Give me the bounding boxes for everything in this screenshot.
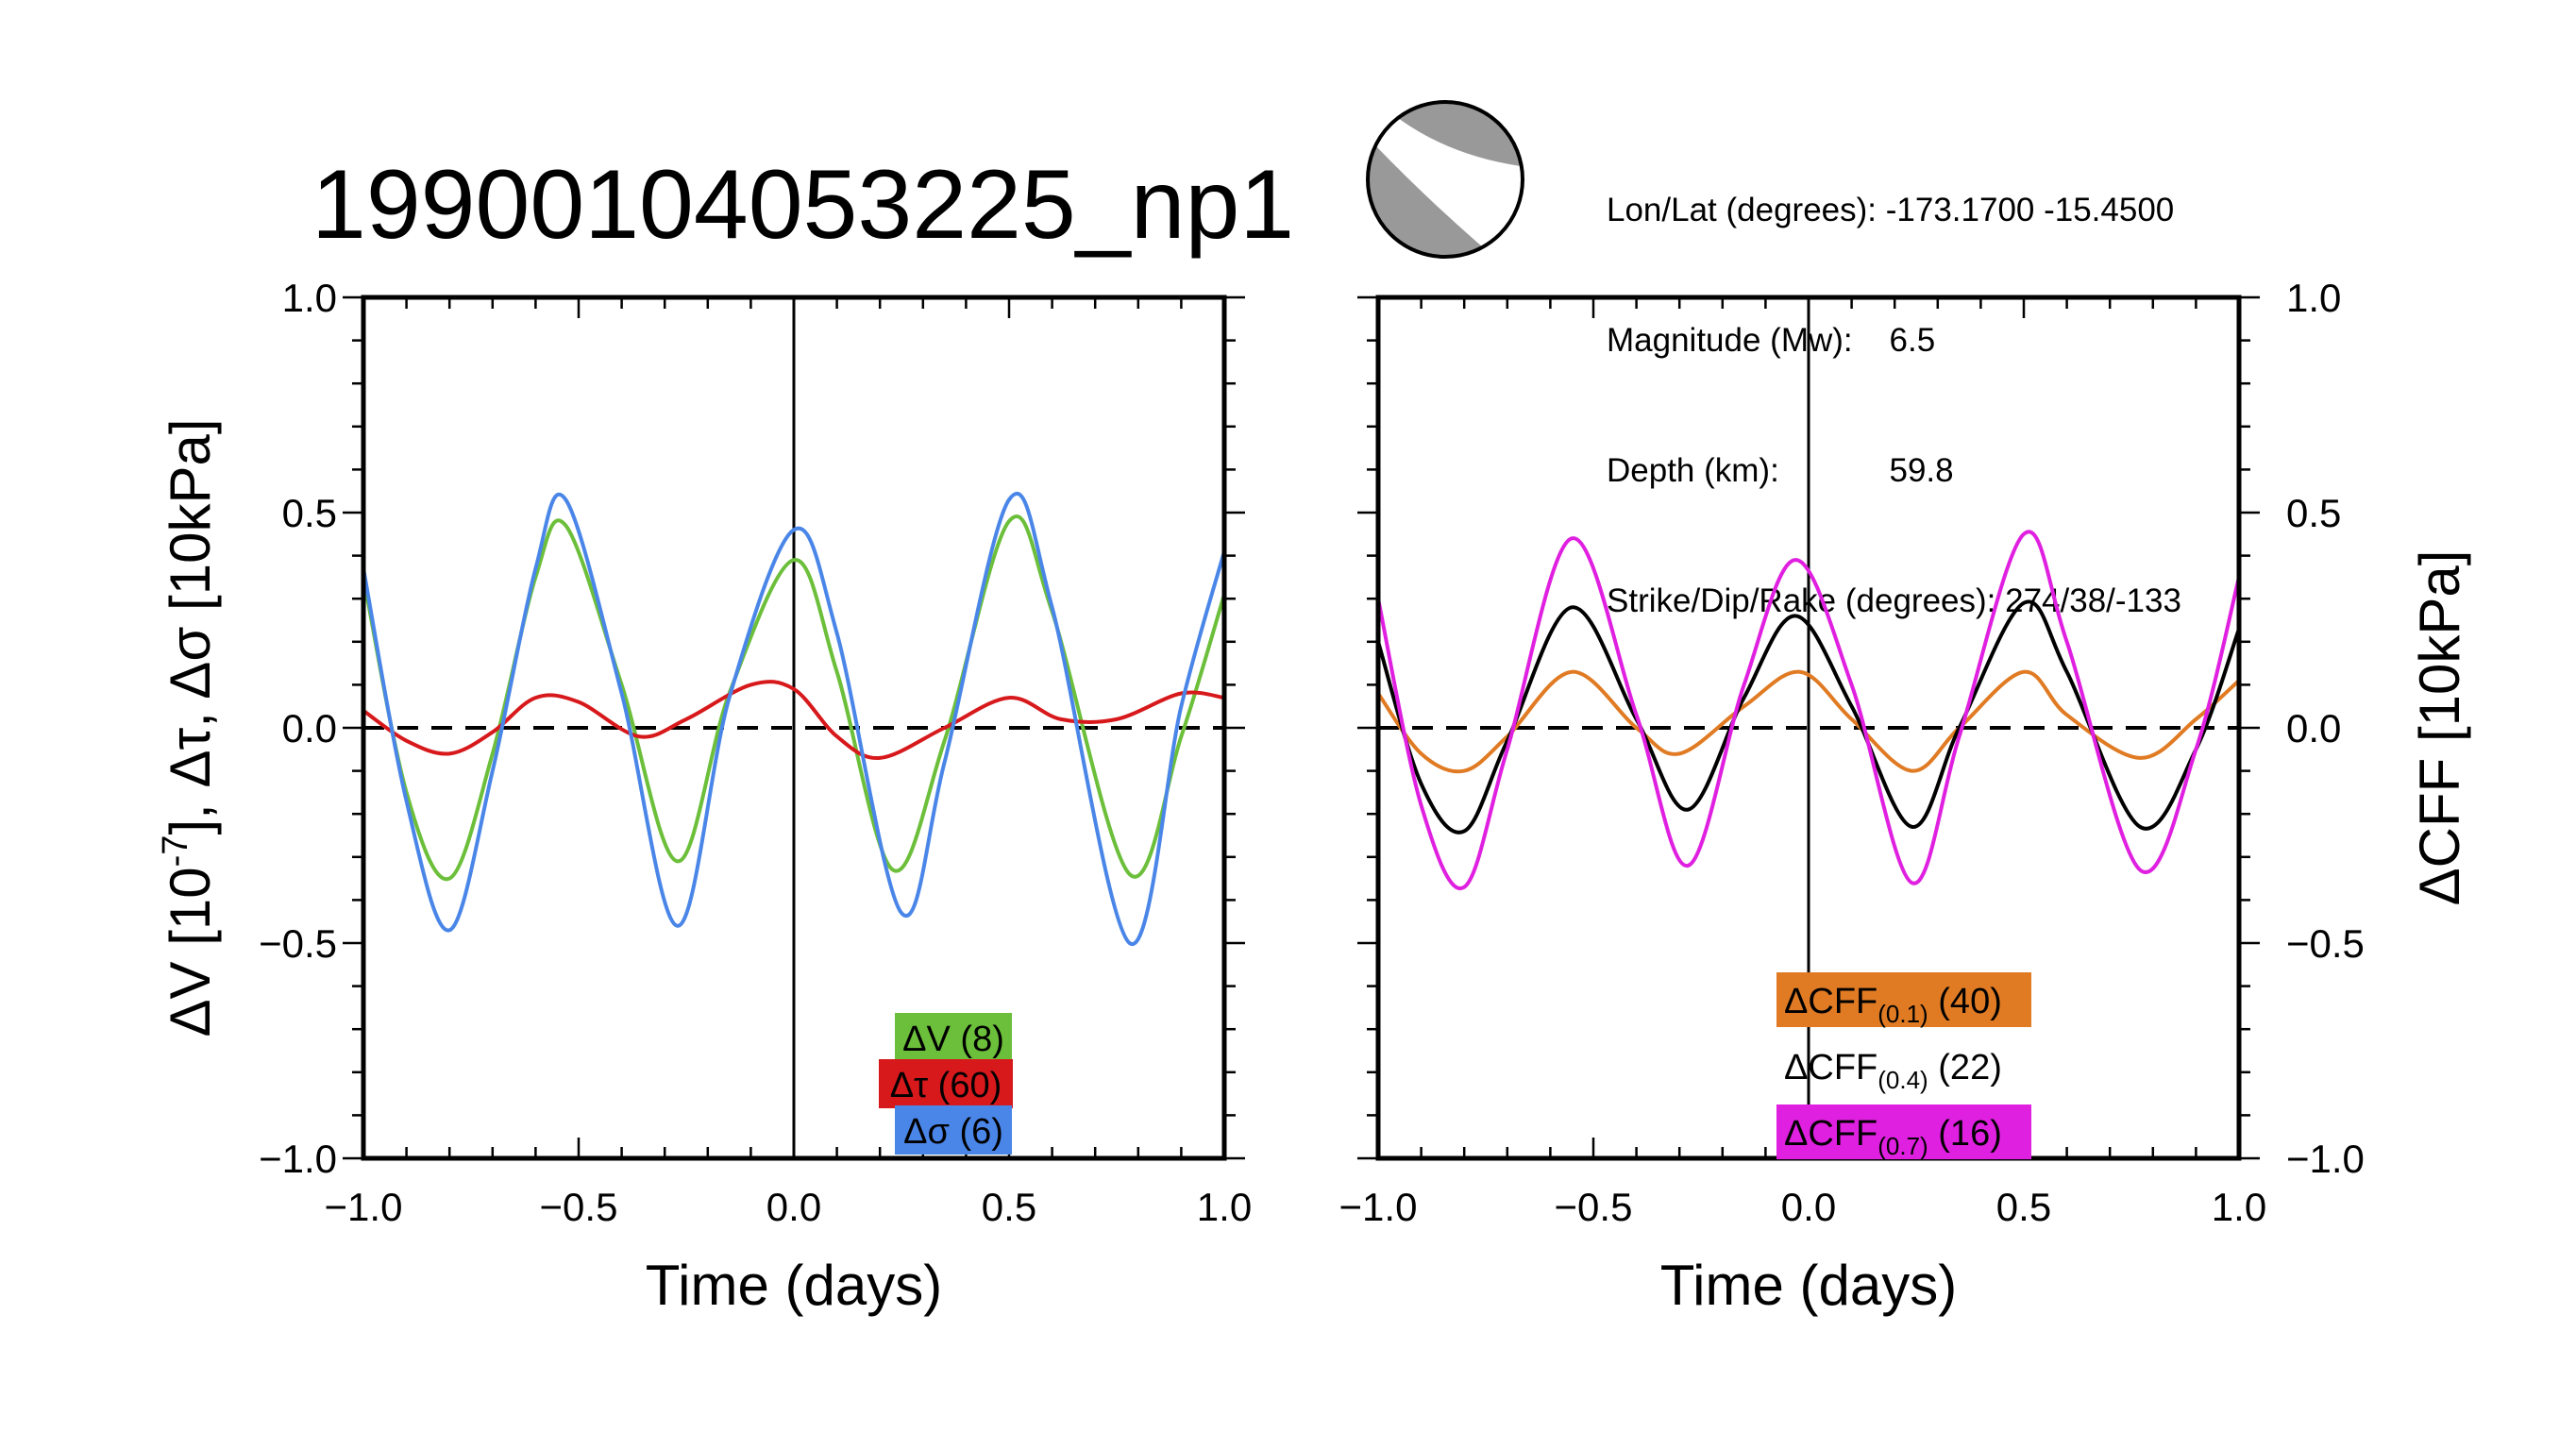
y-label-part: ΔV [10 <box>159 867 222 1037</box>
legend-name: ΔCFF <box>1784 1048 1877 1088</box>
series-line-0-1 <box>362 680 1225 760</box>
x-tick-label: −0.5 <box>540 1185 618 1229</box>
y-label-part: ], Δτ, Δσ [10kPa] <box>159 418 222 835</box>
x-tick-label: 0.5 <box>1996 1185 2051 1229</box>
legend-count: (22) <box>1928 1048 2002 1088</box>
x-tick-label: 0.0 <box>766 1185 821 1229</box>
y-tick-label: −1.0 <box>2286 1137 2365 1181</box>
depth-text: Depth (km): 59.8 <box>1607 452 1954 489</box>
legend-label-left-2: Δσ (6) <box>903 1112 1003 1152</box>
legend-subscript: (0.7) <box>1877 1132 1928 1160</box>
mechanism-text: Strike/Dip/Rake (degrees): 274/38/-133 <box>1607 582 2181 619</box>
legend-count: (16) <box>1928 1114 2002 1154</box>
y-axis-label-right: ΔCFF [10kPa] <box>2408 550 2471 906</box>
y-tick-label: 0.5 <box>2286 491 2341 535</box>
y-axis-label-left: ΔV [10-7], Δτ, Δσ [10kPa] <box>156 418 222 1037</box>
x-tick-label: −1.0 <box>325 1185 403 1229</box>
legend-count: (40) <box>1928 982 2002 1021</box>
legend-swatch-left-2 <box>895 1105 1012 1155</box>
legend-swatch-right-2 <box>1776 1104 2031 1159</box>
event-info-block: Lon/Lat (degrees): -173.1700 -15.4500 Ma… <box>1607 102 2181 666</box>
y-tick-label: 0.0 <box>2286 706 2341 750</box>
x-tick-label: −0.5 <box>1555 1185 1633 1229</box>
y-tick-label: −0.5 <box>2286 921 2365 966</box>
legend-label-right-2: ΔCFF(0.7) (16) <box>1784 1114 2002 1160</box>
y-tick-label: 0.5 <box>282 491 337 535</box>
cff-panel: −1.0 −0.5 0.0 0.5 1.0 −1.0 −0.5 0.0 0.5 1.0 Time (… <box>1339 276 2365 1317</box>
y-tick-label: −0.5 <box>259 921 337 966</box>
plot-frame <box>361 295 1227 1161</box>
x-tick-label: 1.0 <box>1197 1185 1252 1229</box>
y-tick-label: 1.0 <box>2286 276 2341 320</box>
x-tick-label: 0.0 <box>1781 1185 1836 1229</box>
legend-subscript: (0.4) <box>1877 1066 1928 1094</box>
magnitude-text: Magnitude (Mw): 6.5 <box>1607 322 1936 359</box>
legend-name: ΔCFF <box>1784 1114 1877 1154</box>
focal-mechanism-beachball-icon <box>1366 100 1524 259</box>
x-axis-label: Time (days) <box>646 1254 942 1317</box>
legend-name: ΔCFF <box>1784 982 1877 1021</box>
y-label-superscript: -7 <box>156 835 195 868</box>
legend-label-right-0: ΔCFF(0.1) (40) <box>1784 982 2002 1028</box>
series-line-0-0 <box>362 514 1226 882</box>
legend-swatch-right-0 <box>1776 972 2031 1027</box>
y-tick-label: 1.0 <box>282 276 337 320</box>
legend-swatch-left-1 <box>879 1059 1013 1108</box>
beachball-compressional-quadrant-lower <box>1367 145 1483 258</box>
legend-subscript: (0.1) <box>1877 1000 1928 1028</box>
series-line-1-2 <box>1376 530 2241 891</box>
x-tick-label: 1.0 <box>2212 1185 2266 1229</box>
lonlat-text: Lon/Lat (degrees): -173.1700 -15.4500 <box>1607 192 2175 228</box>
chart-title: 19900104053225_np1 <box>311 150 1295 260</box>
legend-label-left-1: Δτ (60) <box>890 1066 1002 1105</box>
x-tick-label: −1.0 <box>1339 1185 1418 1229</box>
stress-panel: −1.0 −0.5 0.0 0.5 1.0 −1.0 −0.5 0.0 0.5 1.0 Time (… <box>259 276 1252 1317</box>
y-tick-label: −1.0 <box>259 1137 337 1181</box>
series-line-0-2 <box>362 491 1226 946</box>
legend-label-left-0: ΔV (8) <box>902 1020 1004 1059</box>
beachball-outline <box>1366 100 1524 259</box>
legend-swatch-left-0 <box>895 1013 1012 1062</box>
x-axis-label: Time (days) <box>1660 1254 1957 1317</box>
legend-label-right-1: ΔCFF(0.4) (22) <box>1784 1048 2002 1094</box>
x-tick-label: 0.5 <box>982 1185 1036 1229</box>
y-tick-label: 0.0 <box>282 706 337 750</box>
